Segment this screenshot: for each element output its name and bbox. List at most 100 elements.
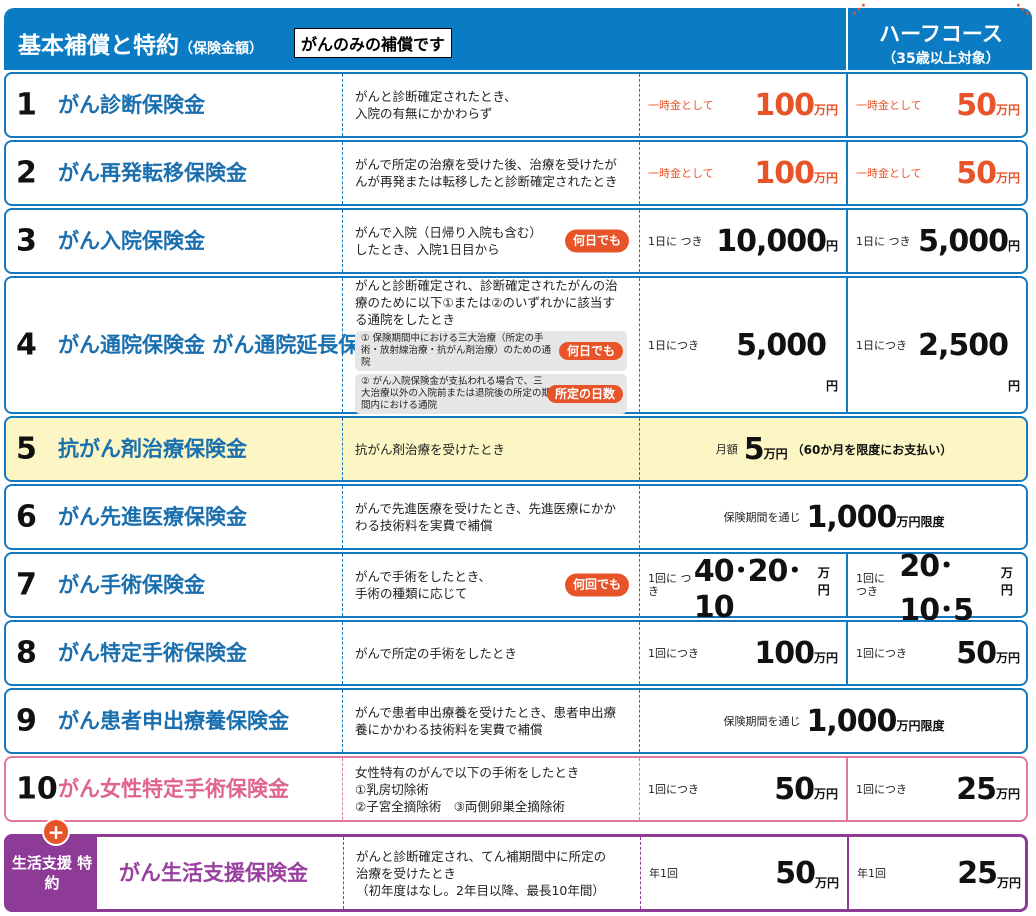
amount-prefix: 年1回 (649, 866, 678, 880)
description-line: 手術の種類に応じて (355, 586, 468, 601)
amount-unit: 万円 (996, 876, 1021, 890)
benefit-name: 抗がん剤治療保険金 (58, 437, 247, 461)
amount-unit: 万円 (813, 103, 838, 117)
table-row: 2 がん再発転移保険金 がんで所定の治療を受けた後、治療を受けたがんが再発または転移… (4, 140, 1028, 206)
frequency-badge: 何回でも (564, 573, 629, 597)
amount-prefix: 保険期間を通じ (723, 714, 801, 728)
benefit-name: がん生活支援保険金 (119, 861, 308, 885)
description-line: がんで所定の手術をしたとき (355, 645, 517, 661)
amount-prefix: 年1回 (857, 866, 886, 880)
amount-value: 50 (956, 155, 997, 191)
description-line: ①乳房切除術 (355, 781, 429, 797)
amount-prefix: 1日につき (648, 338, 699, 352)
amount-unit: 万円 (813, 787, 838, 801)
half-amount-cell: 一時金として 50 万円 (846, 142, 1028, 204)
description-line: したとき、入院1日目から (355, 242, 500, 257)
row-number: 8 (16, 635, 37, 671)
amount-value: 100 (754, 155, 815, 191)
table-row: 5 抗がん剤治療保険金 抗がん剤治療を受けたとき 月額 5 万円 （60か月を限度にお支払い… (4, 416, 1028, 482)
benefit-name: がん診断保険金 (58, 93, 205, 117)
amount-value: 5,000 (736, 327, 827, 363)
amount-prefix: 1回に つき (856, 572, 885, 598)
amount-unit: 万円 (814, 876, 839, 890)
amount-cell: 一時金として 100 万円 (640, 142, 846, 204)
half-title: ハーフコース (879, 22, 1003, 46)
amount-prefix: 1回につき (648, 782, 699, 796)
table-row: 9 がん患者申出療養保険金 がんで患者申出療養を受けたとき、患者申出療養にかかわる技… (4, 688, 1028, 754)
benefit-description: 女性特有のがんで以下の手術をしたとき ①乳房切除術 ②子宮全摘除術 ③両側卵巣全摘除… (342, 758, 640, 820)
amount-unit: 万円 (995, 103, 1020, 117)
amount-unit: 万円限度 (896, 515, 945, 529)
amount-unit: 万円限度 (896, 719, 945, 733)
title-text: 基本補償と特約 (18, 33, 179, 59)
amount-unit: 万円 (813, 651, 838, 665)
half-amount-cell: 一時金として 50 万円 (846, 74, 1028, 136)
burst-icon: ⋰ (852, 2, 866, 18)
amount-value: 100 (754, 635, 815, 671)
amount-cell: 保険期間を通じ 1,000 万円限度 (640, 486, 1028, 548)
row-number: 3 (16, 223, 37, 259)
amount-unit: 万円 (995, 171, 1020, 185)
row-number: 4 (16, 327, 37, 363)
amount-cell: 1日につき 5,000 円 (640, 278, 846, 412)
amount-value: 100 (754, 87, 815, 123)
amount-value: 5,000 (918, 223, 1009, 259)
description-line: ②子宮全摘除術 ③両側卵巣全摘除術 (355, 798, 565, 814)
half-amount-cell: 1回につき 50 万円 (846, 622, 1028, 684)
amount-unit: 万円 (817, 566, 830, 597)
half-amount-cell: 1回に つき 20･10･5 万円 (846, 549, 1028, 628)
description-line: （初年度はなし。2年目以降、最長10年間） (356, 882, 605, 898)
amount-value: 1,000 (806, 499, 898, 535)
plus-icon: + (42, 818, 70, 846)
condition-item: ① 保険期間中における三大治療（所定の手術・放射線治療・抗がん剤治療）のための通… (355, 330, 627, 371)
amount-unit: 円 (825, 239, 838, 253)
amount-unit: 万円 (763, 447, 788, 461)
amount-cell: 1回につき 50 万円 (640, 758, 846, 820)
description-line: がんと診断確定され、てん補期間中に所定の (356, 848, 607, 864)
rider-label: 生活支援 特約 (7, 837, 97, 909)
benefit-description: がんと診断確定されたとき、 入院の有無にかかわらず (342, 74, 640, 136)
amount-value: 2,500 (918, 327, 1009, 363)
benefit-description: がんと診断確定され、てん補期間中に所定の 治療を受けたとき （初年度はなし。2年目以… (343, 837, 641, 909)
amount-prefix: 1日に つき (856, 234, 911, 248)
description-line: 女性特有のがんで以下の手術をしたとき (355, 764, 580, 780)
benefit-name: がん通院保険金 がん通院延長保険金 (58, 333, 402, 357)
amount-unit: 円 (825, 379, 838, 393)
benefit-description: 抗がん剤治療を受けたとき (342, 418, 640, 480)
half-course-header: ⋰ ⋱ ハーフコース （35歳以上対象） (846, 2, 1034, 70)
amount-value: 50 (775, 855, 816, 891)
row-number: 6 (16, 499, 37, 535)
table-row: 6 がん先進医療保険金 がんで先進医療を受けたとき、先進医療にかかわる技術料を実費で… (4, 484, 1028, 550)
half-amount-cell: 1日に つき 5,000 円 (846, 210, 1028, 272)
amount-prefix: 月額 (715, 442, 738, 456)
row-number: 5 (16, 431, 37, 467)
benefit-description: がんで所定の治療を受けた後、治療を受けたがんが再発または転移したと診断確定された… (342, 142, 640, 204)
condition-item: ② がん入院保険金が支払われる場合で、三大治療以外の入院前または退院後の所定の期… (355, 373, 627, 414)
benefit-name: がん女性特定手術保険金 (58, 777, 289, 801)
condition-text: ① 保険期間中における三大治療（所定の手術・放射線治療・抗がん剤治療）のための通… (361, 332, 552, 368)
half-amount-cell: 1日につき 2,500 円 (846, 278, 1028, 412)
half-amount-cell: 1回につき 25 万円 (846, 758, 1028, 820)
title-sub: （保険金額） (179, 41, 263, 57)
amount-prefix: 1日に つき (648, 234, 703, 248)
benefit-description: がんで所定の手術をしたとき (342, 622, 640, 684)
amount-prefix: 1回につき (856, 782, 907, 796)
amount-unit: 円 (1007, 239, 1020, 253)
table-row: 1 がん診断保険金 がんと診断確定されたとき、 入院の有無にかかわらず 一時金として 10… (4, 72, 1028, 138)
amount-prefix: 一時金として (648, 166, 714, 180)
amount-value: 20･10･5 (899, 549, 974, 628)
table-row: 8 がん特定手術保険金 がんで所定の手術をしたとき 1回につき 100 万円 1回につき 50… (4, 620, 1028, 686)
amount-value: 40･20･10 (693, 553, 802, 625)
amount-cell: 年1回 50 万円 (641, 837, 847, 909)
amount-prefix: 1回につき (648, 646, 699, 660)
description-line: がんと診断確定されたとき、 (355, 89, 517, 104)
description-line: がんで手術をしたとき、 (355, 569, 492, 584)
benefit-description: がんで入院（日帰り入院も含む） したとき、入院1日目から 何日でも (342, 210, 640, 272)
header-title: 基本補償と特約（保険金額） (18, 26, 263, 60)
benefit-name: がん特定手術保険金 (58, 641, 247, 665)
amount-note: （60か月を限度にお支払い） (791, 442, 953, 457)
amount-unit: 万円 (813, 171, 838, 185)
amount-value: 1,000 (806, 703, 898, 739)
burst-icon: ⋱ (1016, 2, 1030, 18)
table-row: 7 がん手術保険金 がんで手術をしたとき、 手術の種類に応じて 何回でも 1回に つき 40… (4, 549, 1028, 628)
